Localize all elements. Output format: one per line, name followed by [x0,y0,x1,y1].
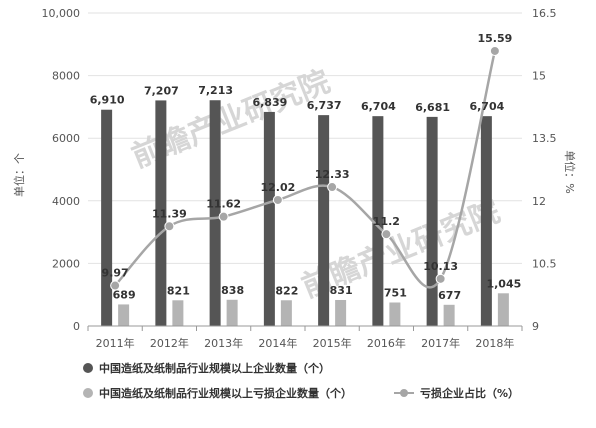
data-label-loss-ratio: 11.2 [373,215,400,228]
point-loss-ratio [489,45,500,56]
bar-enterprise-count [263,111,275,326]
series-enterprise-count [101,100,492,327]
data-label-enterprise-count: 6,910 [90,94,125,107]
x-tick-label: 2014年 [258,336,297,350]
legend-label-loss-enterprise-count: 中国造纸及纸制品行业规模以上亏损企业数量（个） [99,386,352,400]
y-left-tick-label: 0 [73,320,80,333]
bar-enterprise-count [480,116,492,327]
bar-enterprise-count [426,116,438,326]
data-label-enterprise-count: 6,737 [307,99,342,112]
bar-loss-enterprise-count [497,293,509,326]
point-loss-ratio [110,280,121,291]
y-left-tick-label: 10,000 [42,7,81,20]
data-label-loss-enterprise-count: 822 [275,284,298,297]
x-tick-label: 2018年 [475,336,514,350]
bar-loss-enterprise-count [118,304,130,326]
bar-loss-enterprise-count [280,300,292,326]
series-loss-enterprise-count [118,293,509,326]
data-label-enterprise-count: 7,207 [144,84,179,97]
x-tick-label: 2015年 [313,336,352,350]
y-left-tick-label: 6000 [52,132,80,145]
data-labels: 6,910 7,207 7,213 6,839 6,737 6,704 6,681 6,704… [90,32,522,302]
bar-loss-enterprise-count [335,299,347,326]
point-loss-ratio [218,211,229,222]
y-left-tick-label: 2000 [52,257,80,270]
legend-marker-light [83,388,93,398]
data-label-loss-ratio: 12.33 [315,168,350,181]
y-right-tick-label: 12 [532,195,546,208]
data-label-loss-enterprise-count: 838 [221,284,244,297]
y-right-tick-label: 9 [532,320,539,333]
x-tick-label: 2013年 [204,336,243,350]
y-left-tick-label: 4000 [52,195,80,208]
bar-loss-enterprise-count [443,304,455,326]
legend-label-enterprise-count: 中国造纸及纸制品行业规模以上企业数量（个） [99,361,330,375]
data-label-loss-ratio: 15.59 [477,32,512,45]
x-tick-label: 2017年 [421,336,460,350]
data-label-enterprise-count: 6,704 [361,100,396,113]
data-label-loss-ratio: 11.39 [152,207,187,220]
data-label-loss-ratio: 12.02 [260,181,295,194]
bar-enterprise-count [318,115,330,326]
bar-loss-enterprise-count [172,300,184,326]
legend-dot-marker [400,389,408,397]
point-loss-ratio [164,221,175,232]
point-loss-ratio [327,182,338,193]
data-label-enterprise-count: 6,681 [415,101,450,114]
data-label-enterprise-count: 6,839 [252,96,287,109]
x-tick-label: 2016年 [367,336,406,350]
data-label-enterprise-count: 6,704 [469,100,504,113]
y-right-tick-label: 16.5 [532,7,557,20]
data-label-loss-ratio: 9.97 [102,267,129,280]
y-right-title: 单位：% [563,150,577,193]
point-loss-ratio [381,229,392,240]
y-right-tick-label: 10.5 [532,257,557,270]
data-label-loss-enterprise-count: 689 [113,288,136,301]
data-label-enterprise-count: 7,213 [198,84,233,97]
legend-item-loss-ratio[interactable]: 亏损企业占比（%） [394,386,519,400]
data-label-loss-enterprise-count: 677 [438,289,461,302]
axes: 0 2000 4000 6000 8000 10,000 9 10.5 12 13.5 15 16.5… [42,7,557,350]
data-label-loss-enterprise-count: 831 [330,284,353,297]
x-tick-label: 2011年 [96,336,135,350]
data-label-loss-enterprise-count: 821 [167,284,190,297]
y-left-tick-label: 8000 [52,70,80,83]
point-loss-ratio [272,194,283,205]
y-left-title: 单位：个 [12,153,26,197]
point-loss-ratio [435,273,446,284]
bar-enterprise-count [372,116,384,327]
series-loss-ratio [110,45,500,291]
data-label-loss-ratio: 10.13 [423,260,458,273]
bar-enterprise-count [101,109,113,326]
bar-enterprise-count [209,100,221,327]
bar-loss-enterprise-count [226,299,238,326]
legend-marker-dark [83,363,93,373]
y-right-tick-label: 15 [532,70,546,83]
data-label-loss-enterprise-count: 1,045 [486,277,521,290]
bar-enterprise-count [155,100,167,326]
legend: 中国造纸及纸制品行业规模以上企业数量（个） 中国造纸及纸制品行业规模以上亏损企业… [83,361,519,400]
data-label-loss-enterprise-count: 751 [384,286,407,299]
bar-loss-enterprise-count [389,302,401,326]
legend-item-loss-enterprise-count[interactable]: 中国造纸及纸制品行业规模以上亏损企业数量（个） [83,386,352,400]
legend-item-enterprise-count[interactable]: 中国造纸及纸制品行业规模以上企业数量（个） [83,361,330,375]
data-label-loss-ratio: 11.62 [206,198,241,211]
y-right-tick-label: 13.5 [532,132,557,145]
x-tick-label: 2012年 [150,336,189,350]
legend-label-loss-ratio: 亏损企业占比（%） [420,386,519,400]
